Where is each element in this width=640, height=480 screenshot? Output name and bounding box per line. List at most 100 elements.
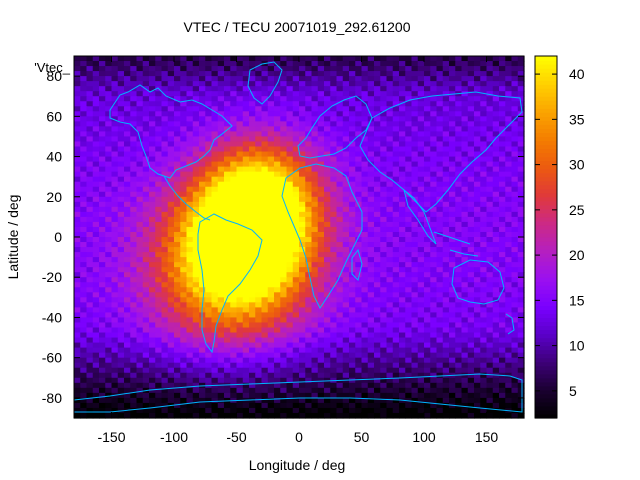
heatmap-cell (249, 106, 256, 112)
heatmap-cell (280, 242, 288, 248)
heatmap-cell (230, 302, 238, 308)
heatmap-cell (80, 231, 88, 238)
heatmap-cell (467, 312, 475, 319)
heatmap-cell (417, 211, 425, 218)
heatmap-cell (267, 262, 275, 268)
heatmap-cell (411, 231, 419, 238)
heatmap-cell (180, 111, 188, 117)
heatmap-cell (292, 312, 300, 319)
heatmap-cell (192, 277, 200, 283)
heatmap-cell (230, 156, 238, 163)
heatmap-cell (292, 206, 300, 213)
heatmap-cell (255, 272, 263, 278)
heatmap-cell (461, 66, 469, 72)
heatmap-cell (130, 337, 138, 344)
heatmap-cell (424, 211, 431, 218)
heatmap-cell (124, 126, 131, 133)
heatmap-cell (230, 186, 238, 193)
heatmap-cell (105, 141, 113, 148)
heatmap-cell (374, 131, 381, 138)
heatmap-cell (167, 96, 175, 102)
heatmap-cell (455, 81, 463, 87)
heatmap-cell (299, 362, 306, 369)
heatmap-cell (324, 322, 331, 329)
heatmap-cell (392, 56, 400, 62)
heatmap-cell (267, 161, 275, 168)
heatmap-cell (211, 151, 219, 158)
heatmap-cell (392, 151, 400, 158)
heatmap-cell (261, 216, 269, 223)
heatmap-cell (374, 292, 381, 298)
heatmap-cell (386, 397, 394, 404)
heatmap-cell (430, 166, 438, 173)
heatmap-cell (430, 161, 438, 168)
heatmap-cell (117, 111, 125, 117)
heatmap-cell (486, 121, 494, 127)
heatmap-cell (305, 327, 313, 334)
heatmap-cell (355, 267, 363, 273)
heatmap-cell (455, 307, 463, 314)
heatmap-cell (136, 372, 144, 379)
heatmap-cell (180, 267, 188, 273)
heatmap-cell (386, 156, 394, 163)
heatmap-cell (261, 282, 269, 288)
heatmap-cell (486, 332, 494, 339)
heatmap-cell (399, 221, 406, 228)
heatmap-cell (436, 397, 444, 404)
heatmap-cell (317, 317, 325, 324)
heatmap-cell (117, 392, 125, 399)
heatmap-cell (155, 56, 163, 62)
heatmap-cell (392, 91, 400, 97)
heatmap-cell (230, 161, 238, 168)
heatmap-cell (130, 342, 138, 349)
heatmap-cell (111, 317, 119, 324)
heatmap-cell (217, 61, 225, 67)
heatmap-cell (167, 146, 175, 153)
heatmap-cell (311, 156, 319, 163)
heatmap-cell (130, 352, 138, 359)
heatmap-cell (230, 121, 238, 127)
heatmap-cell (305, 61, 313, 67)
heatmap-cell (342, 382, 350, 389)
heatmap-cell (224, 292, 231, 298)
heatmap-cell (124, 342, 131, 349)
heatmap-cell (424, 347, 431, 354)
heatmap-cell (74, 397, 81, 404)
heatmap-cell (236, 216, 244, 223)
heatmap-cell (380, 166, 388, 173)
heatmap-cell (249, 146, 256, 153)
heatmap-cell (124, 226, 131, 233)
heatmap-cell (436, 91, 444, 97)
heatmap-cell (280, 161, 288, 168)
heatmap-cell (380, 327, 388, 334)
heatmap-cell (499, 66, 506, 72)
heatmap-cell (130, 272, 138, 278)
heatmap-cell (449, 287, 456, 293)
heatmap-cell (392, 111, 400, 117)
heatmap-cell (224, 282, 231, 288)
heatmap-cell (411, 322, 419, 329)
heatmap-cell (517, 186, 525, 193)
heatmap-cell (224, 131, 231, 138)
heatmap-cell (274, 126, 281, 133)
heatmap-cell (480, 277, 488, 283)
heatmap-cell (386, 297, 394, 303)
heatmap-cell (92, 397, 100, 404)
heatmap-cell (336, 171, 344, 178)
heatmap-cell (361, 242, 369, 248)
heatmap-cell (374, 392, 381, 399)
heatmap-cell (136, 221, 144, 228)
heatmap-cell (267, 377, 275, 384)
heatmap-cell (392, 206, 400, 213)
heatmap-cell (349, 387, 356, 394)
heatmap-cell (142, 362, 150, 369)
heatmap-cell (286, 141, 294, 148)
heatmap-cell (199, 402, 206, 409)
heatmap-cell (74, 56, 81, 62)
heatmap-cell (180, 226, 188, 233)
heatmap-cell (405, 86, 413, 92)
heatmap-cell (111, 116, 119, 122)
heatmap-cell (467, 231, 475, 238)
heatmap-cell (299, 247, 306, 253)
heatmap-cell (449, 201, 456, 208)
